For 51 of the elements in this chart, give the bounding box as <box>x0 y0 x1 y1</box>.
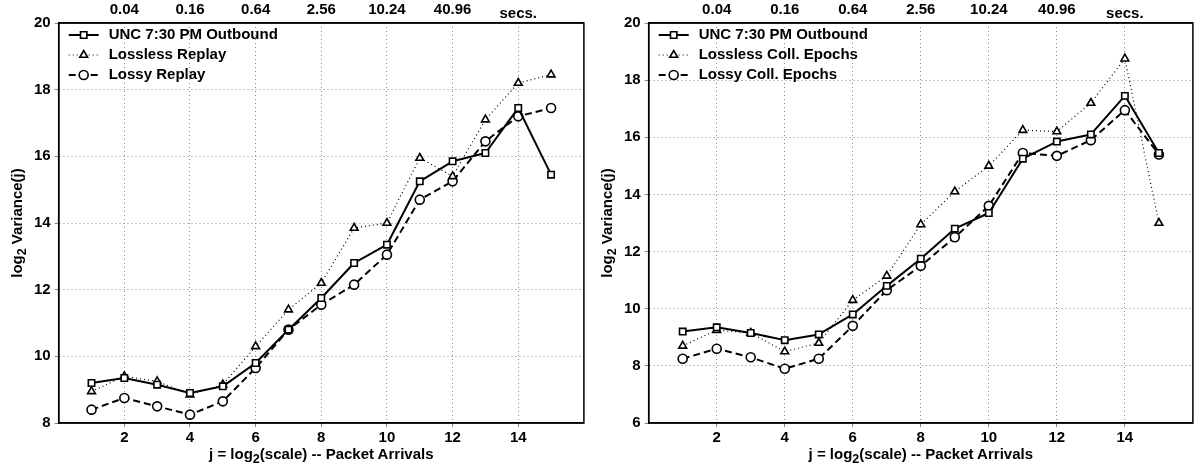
x2-tick-label: 0.04 <box>702 0 732 18</box>
y-tick-label: 14 <box>624 184 642 202</box>
x2-tick-label: 10.24 <box>970 0 1009 18</box>
x2-tick-label: 2.56 <box>306 0 336 18</box>
x-tick-label: 10 <box>378 428 396 446</box>
x2-tick-label: 10.24 <box>368 0 407 18</box>
x2-tick-label: 40.96 <box>1038 0 1076 18</box>
x2-axis-title: secs. <box>499 4 538 21</box>
y-tick-label: 8 <box>632 356 641 373</box>
x2-tick-label: 0.16 <box>770 0 800 18</box>
y-tick-label: 18 <box>624 70 641 88</box>
y-tick-label: 10 <box>624 298 641 316</box>
x-tick-label: 14 <box>1116 428 1134 446</box>
y-tick-label: 20 <box>34 13 51 31</box>
x-axis-title: j = log$_{2}$(scale) -- Packet Arrivals <box>808 445 1033 466</box>
legend-label: UNC 7:30 PM Outbound <box>108 25 278 43</box>
y-tick-label: 18 <box>34 79 51 97</box>
legend-label: Lossless Coll. Epochs <box>698 45 858 63</box>
x-tick-label: 8 <box>916 428 925 446</box>
x-tick-label: 6 <box>251 428 260 446</box>
x-tick-label: 6 <box>848 428 857 446</box>
x2-tick-label: 40.96 <box>433 0 472 18</box>
x-tick-label: 4 <box>185 428 195 446</box>
legend-label: UNC 7:30 PM Outbound <box>698 25 868 43</box>
x-tick-label: 8 <box>317 428 326 446</box>
y-tick-label: 20 <box>624 13 641 31</box>
x2-tick-label: 0.64 <box>838 0 869 18</box>
legend-label: Lossless Replay <box>108 45 227 63</box>
legend-label: Lossy Coll. Epochs <box>698 65 838 83</box>
x2-tick-label: 2.56 <box>906 0 936 18</box>
x-tick-label: 12 <box>1048 428 1066 446</box>
y-tick-label: 6 <box>632 413 641 431</box>
x2-tick-label: 0.16 <box>175 0 205 18</box>
y-tick-label: 8 <box>42 413 51 431</box>
y-tick-label: 16 <box>624 127 641 145</box>
x-tick-label: 14 <box>509 428 528 446</box>
x2-axis-title: secs. <box>1106 4 1144 21</box>
x-tick-label: 2 <box>712 428 721 446</box>
x-tick-label: 4 <box>780 428 790 446</box>
x2-tick-label: 0.64 <box>241 0 271 18</box>
y-tick-label: 12 <box>34 279 51 297</box>
y-tick-label: 10 <box>34 346 51 364</box>
x-tick-label: 10 <box>980 428 998 446</box>
x-tick-label: 12 <box>444 428 461 446</box>
y-tick-label: 14 <box>34 213 52 231</box>
x-axis-title: j = log$_{2}$(scale) -- Packet Arrivals <box>209 445 434 466</box>
x2-tick-label: 0.04 <box>109 0 140 18</box>
y-tick-label: 16 <box>34 146 51 164</box>
x-tick-label: 2 <box>120 428 129 446</box>
legend-label: Lossy Replay <box>108 65 207 83</box>
y-tick-label: 12 <box>624 241 641 259</box>
